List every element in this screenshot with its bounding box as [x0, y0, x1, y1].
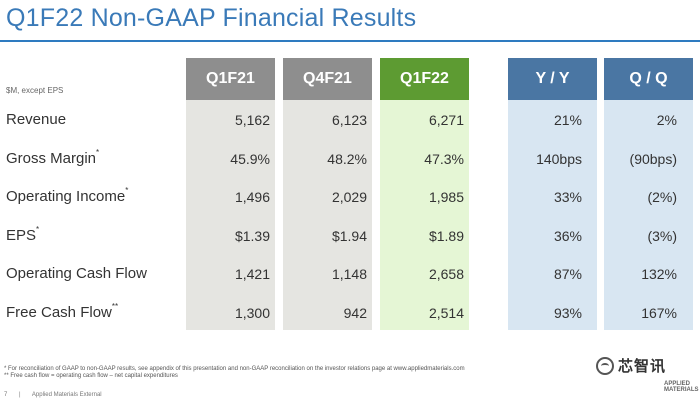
- column-header: Q / Q: [604, 58, 693, 100]
- page-number: 7: [4, 392, 7, 398]
- row-label-revenue: Revenue: [6, 111, 66, 128]
- cell-value: 1,421: [190, 266, 270, 282]
- cell-value: $1.39: [190, 228, 270, 244]
- row-label-gross-margin: Gross Margin*: [6, 150, 99, 167]
- cell-value: (2%): [597, 189, 677, 205]
- cell-value: 33%: [502, 189, 582, 205]
- cell-value: 942: [287, 305, 367, 321]
- footnote-non-gaap: * For reconciliation of GAAP to non-GAAP…: [4, 366, 465, 372]
- cell-value: 6,123: [287, 112, 367, 128]
- cell-value: 47.3%: [384, 151, 464, 167]
- cell-value: (90bps): [597, 151, 677, 167]
- unit-note: $M, except EPS: [6, 86, 63, 95]
- page-title: Q1F22 Non-GAAP Financial Results: [6, 4, 416, 33]
- row-label-operating-income: Operating Income*: [6, 188, 128, 205]
- column-header: Q1F22: [380, 58, 469, 100]
- row-label-free-cash-flow: Free Cash Flow**: [6, 304, 118, 321]
- company-logo: APPLIED MATERIALS: [664, 381, 699, 393]
- cell-value: 1,985: [384, 189, 464, 205]
- row-label-eps: EPS*: [6, 227, 39, 244]
- footnote-free-cash-flow: ** Free cash flow = operating cash flow …: [4, 373, 178, 379]
- cell-value: 1,496: [190, 189, 270, 205]
- cell-value: (3%): [597, 228, 677, 244]
- cell-value: 2%: [597, 112, 677, 128]
- watermark: 芯智讯: [596, 355, 666, 376]
- wechat-icon: [596, 357, 614, 375]
- cell-value: 2,514: [384, 305, 464, 321]
- cell-value: 5,162: [190, 112, 270, 128]
- row-label-operating-cash-flow: Operating Cash Flow: [6, 265, 147, 282]
- cell-value: 2,658: [384, 266, 464, 282]
- title-divider: [0, 40, 700, 42]
- cell-value: 167%: [597, 305, 677, 321]
- cell-value: 132%: [597, 266, 677, 282]
- cell-value: 1,148: [287, 266, 367, 282]
- slide-footer: 7 | Applied Materials External: [4, 392, 112, 398]
- cell-value: 140bps: [502, 151, 582, 167]
- cell-value: 87%: [502, 266, 582, 282]
- cell-value: 1,300: [190, 305, 270, 321]
- watermark-text: 芯智讯: [618, 355, 666, 376]
- cell-value: 2,029: [287, 189, 367, 205]
- cell-value: 45.9%: [190, 151, 270, 167]
- cell-value: 48.2%: [287, 151, 367, 167]
- cell-value: 36%: [502, 228, 582, 244]
- cell-value: 6,271: [384, 112, 464, 128]
- column-header: Y / Y: [508, 58, 597, 100]
- classification-label: Applied Materials External: [32, 392, 102, 398]
- footer-separator: |: [19, 392, 21, 398]
- column-header: Q1F21: [186, 58, 275, 100]
- logo-line: MATERIALS: [664, 387, 699, 393]
- cell-value: 21%: [502, 112, 582, 128]
- cell-value: $1.94: [287, 228, 367, 244]
- cell-value: $1.89: [384, 228, 464, 244]
- column-header: Q4F21: [283, 58, 372, 100]
- cell-value: 93%: [502, 305, 582, 321]
